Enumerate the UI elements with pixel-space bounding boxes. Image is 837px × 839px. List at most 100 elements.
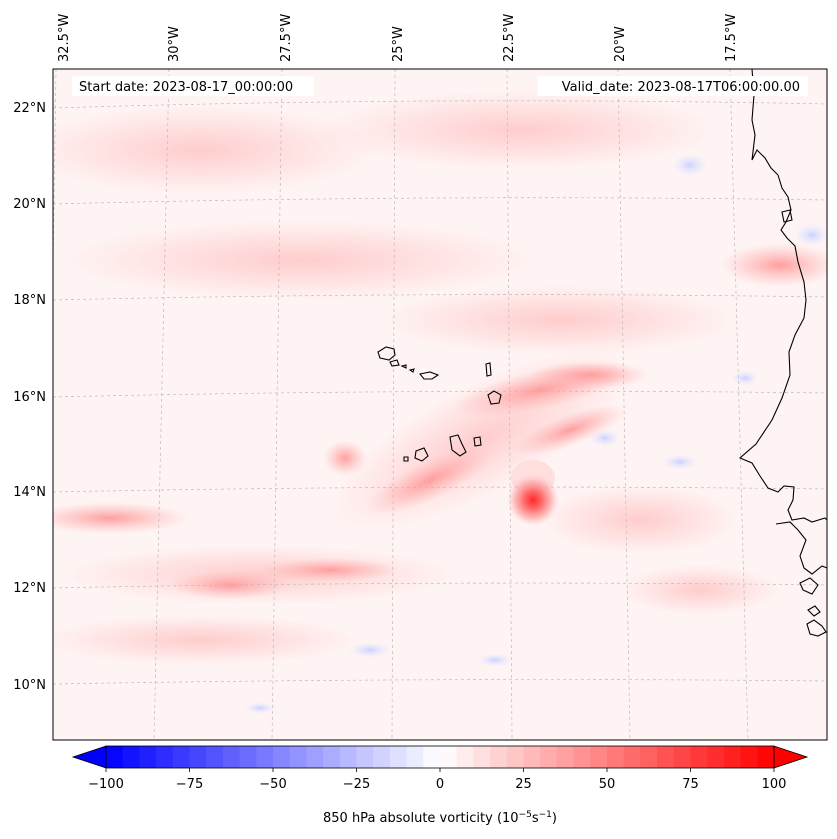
colorbar-step	[673, 746, 692, 768]
colorbar-tick-label: 50	[599, 777, 616, 792]
colorbar-extend-max	[773, 745, 809, 769]
lat-label: 12°N	[13, 581, 46, 596]
field-negative-blob	[731, 370, 759, 386]
lon-label: 25°W	[391, 26, 406, 62]
coast-mauritania-senegal	[738, 69, 827, 523]
field-negative-blob	[477, 653, 513, 667]
lat-gridline	[53, 582, 827, 589]
colorbar-step	[172, 746, 191, 768]
colorbar-step	[740, 746, 758, 768]
colorbar-tick-label: 75	[682, 777, 699, 792]
field-blob	[170, 571, 290, 599]
colorbar-step	[323, 746, 341, 768]
field-negative-blob	[589, 429, 621, 447]
colorbar-step	[206, 746, 224, 768]
island-sal	[485, 362, 492, 377]
colorbar-step	[406, 746, 424, 768]
lat-gridline	[53, 679, 827, 685]
field-blob	[260, 558, 400, 582]
colorbar-step	[757, 746, 775, 768]
colorbar-step	[373, 746, 391, 768]
colorbar-step	[490, 746, 508, 768]
lon-label: 27.5°W	[279, 14, 294, 62]
field-blob	[513, 404, 627, 456]
colorbar-tick-label: −50	[259, 777, 286, 792]
lat-gridline	[53, 486, 827, 493]
lat-label: 22°N	[13, 101, 46, 116]
field-blob	[53, 105, 380, 195]
cape-verde-islands	[377, 346, 502, 462]
colorbar-step	[607, 746, 625, 768]
colorbar-tick-label: −75	[176, 777, 203, 792]
start-date-box	[72, 76, 314, 96]
colorbar-label: 850 hPa absolute vorticity (10−5s−1)	[323, 810, 557, 826]
valid-date-box	[538, 76, 808, 96]
colorbar-extend-min	[71, 745, 107, 769]
lon-label: 30°W	[167, 26, 182, 62]
colorbar-step	[590, 746, 608, 768]
lon-gridline	[271, 69, 283, 740]
island-boa-vista	[487, 390, 502, 405]
colorbar-tick-label: 25	[515, 777, 532, 792]
colorbar-step	[657, 746, 675, 768]
coast-cape-blanc	[781, 209, 793, 223]
field-negative-blob	[794, 223, 827, 247]
field-blob	[320, 90, 720, 170]
colorbar-step	[623, 746, 641, 768]
lon-gridline	[153, 69, 170, 740]
field-blob	[323, 440, 367, 476]
lon-label: 22.5°W	[502, 14, 517, 62]
colorbar-step	[256, 746, 274, 768]
coast-bijagos-1	[799, 577, 819, 595]
colorbar-tick-label: −100	[88, 777, 124, 792]
island-small	[408, 368, 415, 373]
colorbar-step	[440, 746, 458, 768]
field-negative-blob	[244, 702, 276, 714]
colorbar-step	[156, 746, 174, 768]
lon-gridline	[729, 69, 749, 740]
lon-gridline	[506, 69, 513, 740]
lon-gridline	[617, 69, 631, 740]
coast-gambia-guinea-bissau	[775, 521, 827, 575]
colorbar-steps	[106, 746, 775, 768]
coast-bijagos-3	[806, 619, 827, 637]
lat-label: 18°N	[13, 293, 46, 308]
field-negative-blob	[348, 642, 392, 658]
lat-label: 16°N	[13, 390, 46, 405]
lat-label: 20°N	[13, 197, 46, 212]
colorbar-step	[139, 746, 157, 768]
vorticity-field	[53, 69, 827, 740]
colorbar-step	[122, 746, 140, 768]
map-frame	[52, 68, 828, 741]
colorbar-step	[289, 746, 307, 768]
lon-label: 20°W	[613, 26, 628, 62]
field-blob	[365, 445, 495, 515]
field-blob	[620, 565, 780, 615]
colorbar-step	[456, 746, 474, 768]
colorbar-step	[690, 746, 708, 768]
colorbar-ticks: −100 −75 −50 −25 0 25 50 75 100	[88, 768, 786, 792]
vortex-maximum	[507, 474, 559, 526]
colorbar-step	[239, 746, 257, 768]
colorbar-step	[339, 746, 358, 768]
africa-coastline	[738, 69, 827, 637]
coast-bijagos-2	[807, 605, 821, 617]
colorbar-step	[707, 746, 725, 768]
field-blob	[60, 220, 540, 300]
lon-label: 17.5°W	[724, 14, 739, 62]
lon-gridline	[391, 69, 396, 740]
colorbar-step	[106, 746, 124, 768]
colorbar-step	[356, 746, 374, 768]
field-negative-blob	[672, 153, 708, 177]
island-brava	[403, 456, 409, 462]
colorbar-step	[556, 746, 575, 768]
field-blob	[720, 243, 827, 287]
colorbar-tick-label: 100	[762, 777, 787, 792]
colorbar-step	[306, 746, 324, 768]
colorbar-tick-label: 0	[436, 777, 444, 792]
colorbar-tick-label: −25	[343, 777, 370, 792]
valid-date-label: Valid_date: 2023-08-17T06:00:00.00	[562, 80, 800, 95]
colorbar-step	[506, 746, 525, 768]
island-maio	[473, 436, 482, 447]
colorbar-step	[540, 746, 558, 768]
